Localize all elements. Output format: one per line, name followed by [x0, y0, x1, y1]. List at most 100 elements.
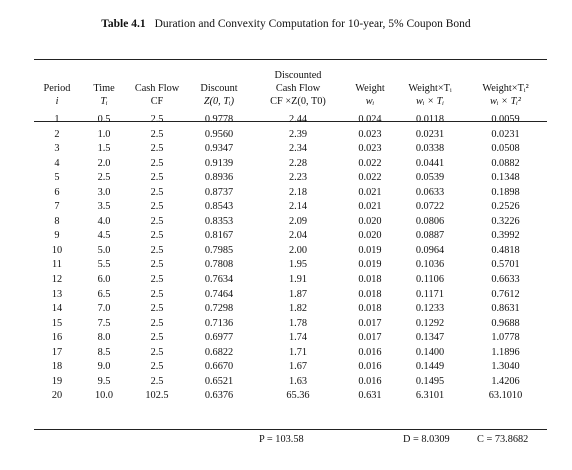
symbol-w-t2: wᵢ × Tᵢ² [489, 96, 522, 107]
table-cell: 0.017 [358, 332, 382, 344]
table-cell: 2.09 [288, 215, 308, 227]
table-cell: 8.0 [97, 332, 111, 344]
table-cell: 8.5 [97, 346, 111, 358]
header-cell [344, 69, 396, 82]
table-cell: 0.9778 [204, 114, 234, 125]
table-cell: 3 [54, 143, 60, 155]
table-cell: 0.016 [358, 361, 382, 373]
table-cell: 0.7298 [204, 303, 234, 315]
table-cell: 7.0 [97, 303, 111, 315]
table-cell: 9 [54, 230, 60, 242]
table-cell: 20 [51, 390, 63, 402]
table-cell: 0.1347 [415, 332, 445, 344]
table-cell: 5.0 [97, 244, 111, 256]
table-cell: 0.5701 [491, 259, 520, 271]
table-cell: 0.6670 [204, 361, 234, 373]
header-rule [34, 121, 547, 122]
table-cell: 0.019 [358, 244, 382, 256]
table-cell: 0.018 [358, 274, 382, 286]
table-cell: 10 [51, 244, 63, 256]
symbol-z: Z(0, Tᵢ) [203, 96, 235, 107]
table-cell: 14 [51, 303, 63, 315]
duration-total: D = 8.0309 [403, 434, 450, 445]
symbol-cf-z: CF ×Z(0, T0) [270, 96, 326, 107]
table-cell: 0.0059 [491, 114, 520, 125]
table-row: 20 10.0 102.5 0.6376 65.36 0.631 6.3101 63.1010 [34, 389, 547, 404]
convexity-total: C = 73.8682 [477, 434, 529, 445]
symbol-t: Tᵢ [100, 96, 108, 107]
table-cell: 1.95 [288, 259, 308, 271]
header-cell [34, 69, 80, 82]
table-cell: 0.6822 [204, 346, 234, 358]
table-row: 19 9.5 2.5 0.6521 1.63 0.016 0.1495 1.4206 [34, 375, 547, 390]
table-cell: 0.8631 [491, 303, 520, 315]
table-cell: 2.18 [288, 186, 308, 198]
table-cell: 0.0806 [415, 215, 445, 227]
table-cell: 2.5 [150, 230, 164, 242]
table-cell: 2.5 [150, 375, 164, 387]
table-cell: 2 [54, 128, 60, 140]
table-cell: 6.3101 [415, 390, 445, 402]
table-row: 9 4.5 2.5 0.8167 2.04 0.020 0.0887 0.3992 [34, 229, 547, 244]
table-cell: 0.1348 [491, 172, 520, 184]
table-cell: 0.0882 [491, 157, 520, 169]
table-cell: 15 [51, 317, 63, 329]
header-cell [128, 69, 186, 82]
table-cell: 0.1106 [416, 274, 444, 286]
table-cell: 18 [51, 361, 63, 373]
table-cell: 1.1896 [491, 346, 520, 358]
table-cell: 1.91 [288, 274, 308, 286]
table-cell: 1.71 [288, 346, 308, 358]
table-row: 13 6.5 2.5 0.7464 1.87 0.018 0.1171 0.7612 [34, 288, 547, 303]
table-cell: 2.5 [150, 317, 164, 329]
table-cell: 2.5 [150, 259, 164, 271]
price-total: P = 103.58 [259, 434, 304, 445]
table-cell: 0.1400 [415, 346, 445, 358]
table-cell: 0.017 [358, 317, 382, 329]
table-row: 4 2.0 2.5 0.9139 2.28 0.022 0.0441 0.0882 [34, 157, 547, 172]
table-cell: 0.1898 [491, 186, 520, 198]
table-cell: 0.016 [358, 346, 382, 358]
table-row: 11 5.5 2.5 0.7808 1.95 0.019 0.1036 0.5701 [34, 258, 547, 273]
table-cell: 0.2526 [491, 201, 520, 213]
table-cell: 2.5 [150, 186, 164, 198]
table-cell: 0.020 [358, 215, 382, 227]
top-rule [34, 59, 547, 60]
table-cell: 0.7634 [204, 274, 234, 286]
header-weight: Weight [355, 83, 385, 94]
table-cell: 0.0633 [415, 186, 445, 198]
table-cell: 0.6521 [204, 375, 234, 387]
table-cell: 0.7612 [491, 288, 520, 300]
table-cell: 6 [54, 186, 60, 198]
table-cell: 0.0231 [491, 128, 520, 140]
table-cell: 2.00 [288, 244, 308, 256]
table-cell: 0.7808 [204, 259, 234, 271]
table-cell: 0.6977 [204, 332, 234, 344]
header-cell [464, 69, 547, 82]
table-cell: 0.7464 [204, 288, 234, 300]
table-cell: 0.9560 [204, 128, 234, 140]
table-cell: 19 [51, 375, 63, 387]
table-cell: 0.7985 [204, 244, 234, 256]
table-cell: 2.44 [288, 114, 308, 125]
table-cell: 9.5 [97, 375, 111, 387]
table-cell: 1.63 [288, 375, 308, 387]
table-cell: 0.0118 [416, 114, 444, 125]
table-cell: 0.9347 [204, 143, 234, 155]
duration-convexity-table: Discounted Period Time Cash Flow Discoun… [34, 69, 547, 404]
symbol-w-t: wᵢ × Tᵢ [416, 96, 444, 107]
table-row: 15 7.5 2.5 0.7136 1.78 0.017 0.1292 0.9688 [34, 317, 547, 332]
table-cell: 4.0 [97, 215, 111, 227]
table-cell: 1.0778 [491, 332, 520, 344]
table-cell: 0.1495 [415, 375, 445, 387]
table-cell: 0.8737 [204, 186, 234, 198]
table-cell: 0.0722 [415, 201, 445, 213]
table-cell: 0.6376 [204, 390, 234, 402]
header-row-top: Discounted [34, 69, 547, 82]
symbol-cf: CF [150, 96, 164, 107]
table-row: 18 9.0 2.5 0.6670 1.67 0.016 0.1449 1.3040 [34, 360, 547, 375]
table-cell: 0.1449 [415, 361, 445, 373]
table-row: 12 6.0 2.5 0.7634 1.91 0.018 0.1106 0.6633 [34, 273, 547, 288]
header-weight-time: Weight×Tᵢ [408, 83, 452, 94]
table-cell: 0.7136 [204, 317, 234, 329]
